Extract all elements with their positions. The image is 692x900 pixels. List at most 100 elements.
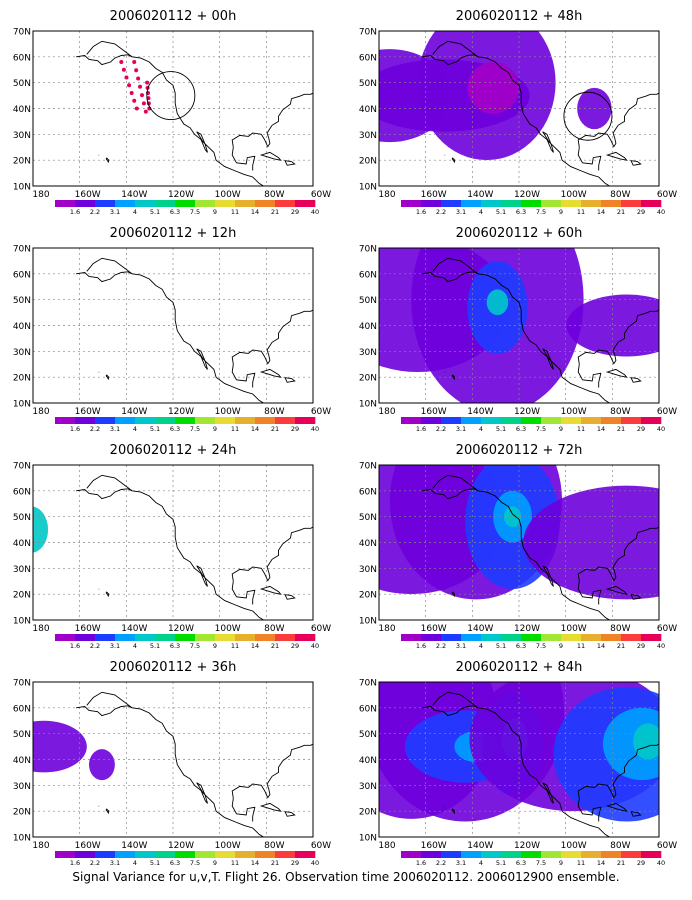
coastline (422, 54, 479, 66)
colorbar-label: 14 (251, 642, 259, 650)
colorbar-label: 3.1 (456, 425, 466, 433)
map-area (379, 248, 659, 403)
colorbar-swatch (401, 851, 422, 858)
lon-tick-label: 160W (75, 624, 101, 634)
island (284, 160, 296, 166)
lat-tick-label: 40N (13, 105, 31, 115)
dropsonde-point (141, 101, 146, 106)
colorbar-swatch (155, 851, 176, 858)
colorbar-label: 5.1 (496, 425, 506, 433)
colorbar-swatch (195, 634, 216, 641)
colorbar-label: 4 (479, 425, 483, 433)
dropsonde-point (134, 106, 139, 111)
island (605, 585, 628, 595)
dropsonde-point (132, 98, 137, 103)
lon-tick-label: 160W (75, 841, 101, 851)
colorbar-label: 3.1 (456, 642, 466, 650)
colorbar-swatch (581, 634, 602, 641)
lat-tick-label: 10N (13, 183, 31, 193)
colorbar-swatch (215, 634, 236, 641)
colorbar-swatch (95, 417, 116, 424)
coastline (231, 364, 256, 388)
colorbar-label: 14 (597, 208, 605, 216)
colorbar-swatch (421, 200, 442, 207)
lon-tick-label: 140W (467, 407, 493, 417)
colorbar-swatch (521, 634, 542, 641)
colorbar-swatch (541, 851, 562, 858)
colorbar-swatch (621, 634, 642, 641)
panel-title: 2006020112 + 24h (110, 443, 237, 458)
colorbar-swatch (641, 634, 662, 641)
lat-tick-label: 30N (359, 565, 377, 575)
colorbar-swatch (601, 634, 622, 641)
colorbar-label: 2.2 (436, 208, 446, 216)
lat-tick-label: 30N (359, 782, 377, 792)
lat-tick-label: 40N (359, 539, 377, 549)
colorbar-swatch (641, 200, 662, 207)
colorbar-swatch (501, 634, 522, 641)
coastline (577, 92, 659, 148)
colorbar-label: 11 (231, 425, 239, 433)
colorbar-label: 7.5 (536, 859, 546, 867)
colorbar-label: 11 (231, 208, 239, 216)
lon-tick-label: 100W (561, 190, 587, 200)
lon-tick-label: 120W (168, 624, 194, 634)
map-frame (378, 681, 660, 838)
island (259, 151, 282, 161)
colorbar-label: 1.6 (416, 642, 426, 650)
lat-tick-label: 60N (359, 270, 377, 280)
colorbar-swatch (275, 417, 296, 424)
colorbar-swatch (135, 200, 156, 207)
island (451, 157, 456, 164)
colorbar-swatch (175, 417, 196, 424)
colorbar-swatch (401, 634, 422, 641)
coastline (577, 798, 602, 822)
lat-tick-label: 60N (359, 487, 377, 497)
map-frame (32, 30, 314, 187)
colorbar-swatch (75, 634, 96, 641)
lon-tick-label: 160W (421, 407, 447, 417)
lon-tick-label: 60W (311, 841, 331, 851)
lon-tick-label: 60W (657, 841, 677, 851)
lat-tick-label: 50N (13, 513, 31, 523)
island (605, 368, 628, 378)
lon-tick-label: 180 (32, 190, 49, 200)
colorbar-label: 6.3 (516, 425, 526, 433)
colorbar-label: 9 (559, 642, 563, 650)
colorbar-swatch (401, 417, 422, 424)
lon-tick-label: 160W (421, 841, 447, 851)
signal-contour (503, 506, 522, 527)
colorbar-swatch (581, 200, 602, 207)
lat-tick-label: 20N (13, 591, 31, 601)
colorbar-swatch (155, 417, 176, 424)
colorbar-label: 29 (291, 859, 299, 867)
lat-tick-label: 60N (13, 53, 31, 63)
colorbar-swatch (521, 200, 542, 207)
island (630, 160, 642, 166)
colorbar-swatch (501, 851, 522, 858)
colorbar-label: 9 (213, 208, 217, 216)
lat-tick-label: 50N (13, 730, 31, 740)
lon-tick-label: 120W (514, 407, 540, 417)
dropsonde-point (134, 68, 139, 73)
lat-tick-label: 30N (359, 348, 377, 358)
colorbar-label: 6.3 (516, 859, 526, 867)
colorbar-swatch (195, 200, 216, 207)
dropsonde-point (145, 80, 150, 85)
colorbar-label: 14 (597, 425, 605, 433)
colorbar-swatch (481, 634, 502, 641)
coastline (422, 705, 479, 717)
colorbar-label: 40 (311, 859, 319, 867)
map-panel: 2006020112 + 00h 10N 20N 30N 40N 50N 60N 70N 180… (13, 9, 331, 216)
colorbar-swatch (601, 200, 622, 207)
lon-tick-label: 140W (121, 190, 147, 200)
colorbar-label: 21 (271, 208, 279, 216)
map-panel: 2006020112 + 48h 10N 20N 30N 40N 50N 60N 70N 180… (359, 9, 677, 216)
island (630, 811, 642, 817)
colorbar-label: 21 (271, 859, 279, 867)
colorbar-label: 5.1 (150, 642, 160, 650)
colorbar-swatch (641, 417, 662, 424)
colorbar-swatch (235, 634, 256, 641)
lat-tick-label: 70N (359, 462, 377, 472)
lat-tick-label: 70N (13, 679, 31, 689)
